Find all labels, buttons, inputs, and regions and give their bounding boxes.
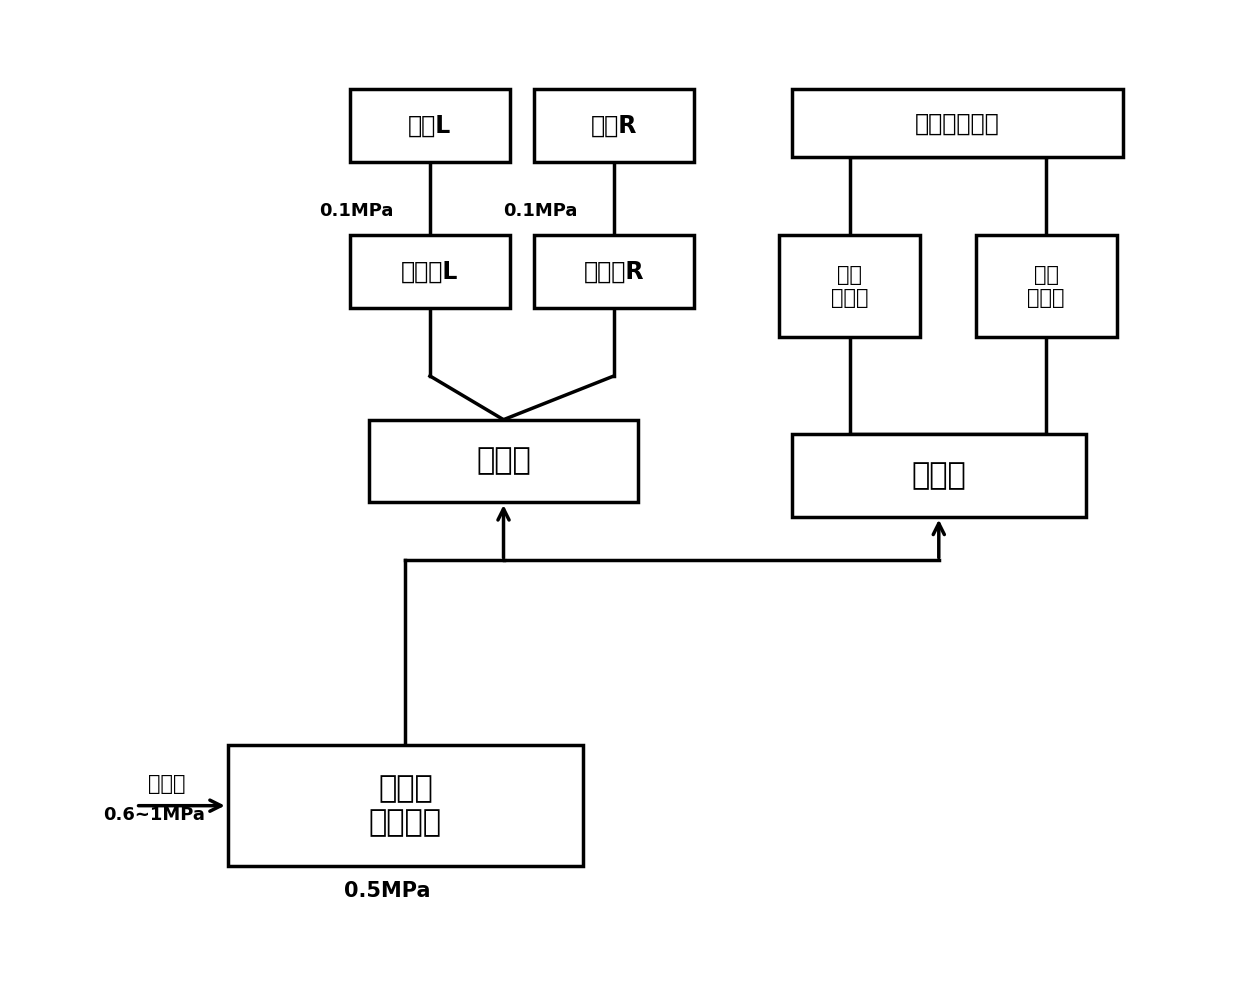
Text: 点胶机L: 点胶机L — [402, 260, 459, 284]
Bar — [780, 235, 920, 337]
Bar — [791, 90, 1122, 158]
Bar — [791, 434, 1086, 517]
Text: 针筒R: 针筒R — [590, 114, 637, 138]
Bar — [350, 235, 510, 308]
Text: 稳压阀: 稳压阀 — [476, 446, 531, 476]
Text: 速度
控制阀: 速度 控制阀 — [1027, 265, 1065, 307]
Text: 0.5MPa: 0.5MPa — [343, 881, 430, 900]
Bar — [976, 235, 1116, 337]
Bar — [534, 90, 693, 163]
Text: 点胶机R: 点胶机R — [584, 260, 644, 284]
Bar — [228, 745, 583, 867]
Text: 主气管: 主气管 — [148, 774, 185, 794]
Bar — [534, 235, 693, 308]
Text: 点胶模块气缸: 点胶模块气缸 — [915, 111, 999, 136]
Text: 主过滤
减压气阀: 主过滤 减压气阀 — [370, 774, 441, 837]
Text: 电磁阀: 电磁阀 — [911, 461, 966, 490]
Text: 0.1MPa: 0.1MPa — [319, 202, 393, 220]
Bar — [350, 90, 510, 163]
Bar — [368, 420, 639, 502]
Text: 针筒L: 针筒L — [408, 114, 451, 138]
Text: 0.1MPa: 0.1MPa — [503, 202, 578, 220]
Text: 0.6~1MPa: 0.6~1MPa — [103, 806, 205, 823]
Text: 速度
控制阀: 速度 控制阀 — [831, 265, 869, 307]
